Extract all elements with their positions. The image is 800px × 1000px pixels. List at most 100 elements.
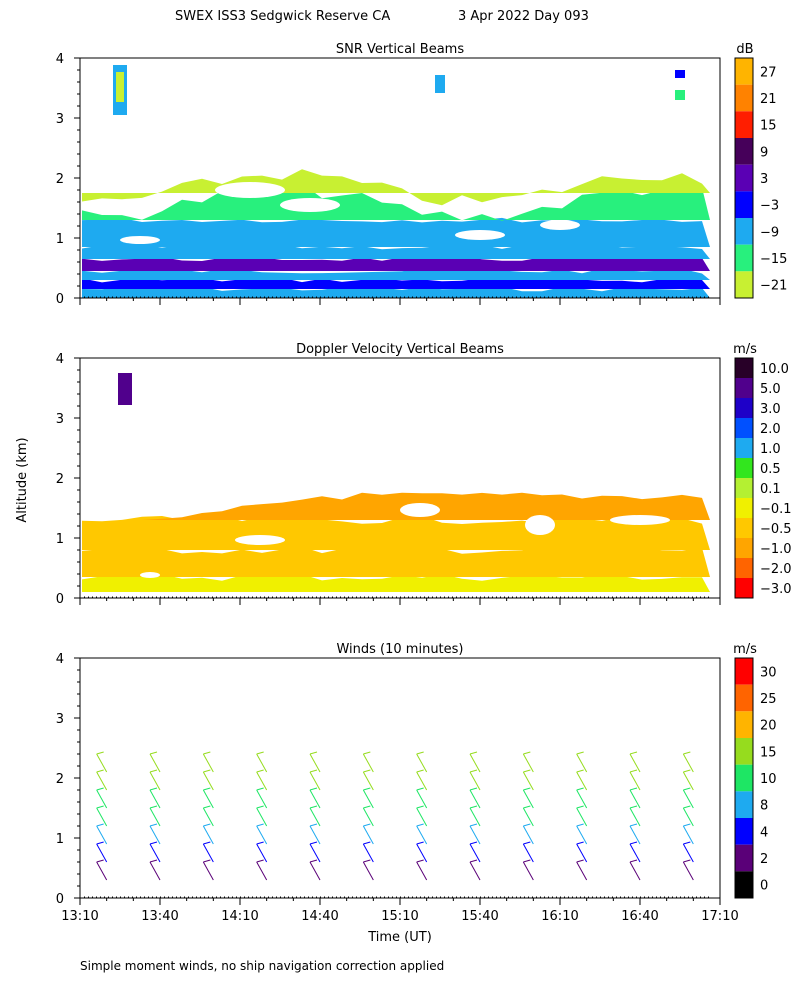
figure-title: SWEX ISS3 Sedgwick Reserve CA [175, 9, 390, 24]
wind-barb-feather [523, 823, 531, 827]
colorbar-label: 2 [760, 852, 768, 867]
y-tick-label: 2 [56, 772, 64, 787]
snr-gap [120, 236, 160, 244]
snr-gap [455, 230, 505, 240]
wind-barb-feather [523, 805, 531, 809]
wind-barb [416, 789, 428, 809]
wind-barb [576, 861, 588, 881]
colorbar-label: −3 [760, 199, 779, 214]
wind-barb-feather [576, 859, 584, 863]
wind-barb-feather [256, 751, 264, 755]
colorbar-label: −1.0 [760, 542, 792, 557]
wind-barb [629, 861, 641, 881]
wind-barb [256, 753, 268, 773]
wind-barb [522, 789, 534, 809]
x-tick-label: 16:40 [621, 909, 658, 924]
y-tick-label: 3 [56, 712, 64, 727]
snr-gap [280, 198, 340, 212]
wind-barb [362, 807, 374, 827]
wind-barb-feather [363, 751, 371, 755]
wind-barb-feather [149, 787, 158, 791]
snr-echo [116, 72, 124, 102]
wind-barb-feather [363, 787, 371, 791]
wind-barb-feather [576, 823, 584, 827]
doppler-gap [400, 503, 440, 517]
wind-barb [522, 861, 534, 881]
wind-barb [96, 789, 108, 809]
colorbar-swatch [735, 438, 753, 458]
snr-echo [675, 70, 685, 78]
wind-barb-feather [256, 769, 264, 773]
y-tick-label: 1 [56, 232, 64, 247]
wind-barb [629, 825, 641, 845]
colorbar-label: −0.1 [760, 502, 792, 517]
colorbar-label: 15 [760, 119, 777, 134]
wind-barb [682, 789, 694, 809]
wind-barb [362, 771, 374, 791]
doppler-panel-title: Doppler Velocity Vertical Beams [296, 342, 504, 357]
y-tick-label: 4 [56, 52, 64, 67]
wind-barb-feather [576, 787, 584, 791]
wind-barb-feather [469, 787, 478, 791]
wind-barb [576, 843, 588, 863]
colorbar-swatch [735, 518, 753, 538]
wind-barb [309, 861, 321, 881]
colorbar-swatch [735, 738, 753, 765]
wind-barb [416, 825, 428, 845]
wind-barb-feather [96, 805, 104, 809]
wind-barb [416, 753, 428, 773]
snr-layer [82, 217, 710, 247]
snr-gap [215, 182, 285, 198]
wind-barb [629, 771, 641, 791]
wind-barb [309, 771, 321, 791]
colorbar-swatch [735, 871, 753, 898]
wind-barb [309, 753, 321, 773]
colorbar-swatch [735, 498, 753, 518]
wind-barb-feather [523, 841, 531, 845]
winds-panel-title: Winds (10 minutes) [336, 642, 463, 657]
wind-barb [362, 843, 374, 863]
wind-barb [682, 843, 694, 863]
wind-barb [256, 843, 268, 863]
y-tick-label: 4 [56, 352, 64, 367]
wind-barb-feather [149, 751, 158, 755]
colorbar-label: 2.0 [760, 422, 781, 437]
wind-barb [256, 825, 268, 845]
colorbar-swatch [735, 578, 753, 598]
wind-barb-feather [309, 859, 318, 863]
colorbar-label: 10 [760, 772, 777, 787]
colorbar-label: 3.0 [760, 402, 781, 417]
wind-barb-feather [469, 769, 478, 773]
colorbar-swatch [735, 378, 753, 398]
colorbar-swatch [735, 844, 753, 872]
y-axis-label: Altitude (km) [15, 437, 30, 522]
wind-barb [96, 843, 108, 863]
y-tick-label: 0 [56, 892, 64, 907]
colorbar-label: 3 [760, 172, 768, 187]
wind-barb [309, 843, 321, 863]
y-tick-label: 3 [56, 412, 64, 427]
colorbar-swatch [735, 358, 753, 378]
wind-barb-feather [416, 769, 424, 773]
winds-panel: Winds (10 minutes) 13:10 13:40 14:10 14:40 1… [56, 642, 777, 924]
snr-layer [82, 256, 710, 271]
colorbar-swatch [735, 558, 753, 578]
wind-barb [362, 825, 374, 845]
wind-barb-feather [256, 787, 264, 791]
colorbar-swatch [735, 711, 753, 738]
wind-barb-feather [96, 751, 104, 755]
wind-barb [629, 807, 641, 827]
colorbar-swatch [735, 244, 753, 272]
colorbar-label: 0.5 [760, 462, 781, 477]
x-tick-label: 14:40 [301, 909, 338, 924]
wind-barb-feather [309, 823, 318, 827]
wind-barb [469, 753, 481, 773]
colorbar-label: 15 [760, 745, 777, 760]
colorbar-label: 8 [760, 799, 768, 814]
wind-barb [416, 861, 428, 881]
colorbar-label: 9 [760, 145, 768, 160]
colorbar-label: −0.5 [760, 522, 792, 537]
wind-barb [682, 753, 694, 773]
wind-barb [629, 843, 641, 863]
wind-barb-feather [256, 859, 264, 863]
